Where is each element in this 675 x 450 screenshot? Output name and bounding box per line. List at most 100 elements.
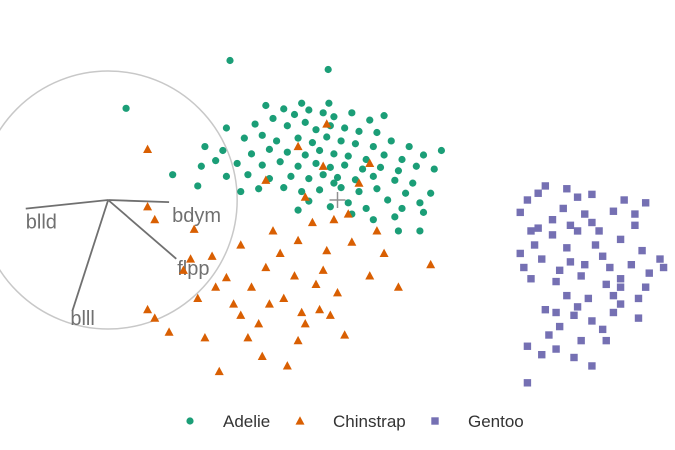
- point-adelie: [337, 184, 345, 192]
- point-adelie: [394, 167, 403, 175]
- point-adelie: [298, 99, 306, 107]
- point-adelie: [244, 171, 252, 179]
- point-chinstrap: [307, 217, 317, 227]
- legend-key-gentoo: [431, 417, 439, 425]
- point-gentoo: [627, 260, 636, 269]
- point-gentoo: [555, 322, 564, 331]
- point-chinstrap: [264, 299, 274, 308]
- point-chinstrap: [150, 313, 160, 322]
- point-adelie: [344, 152, 352, 160]
- point-gentoo: [563, 244, 571, 252]
- point-adelie: [305, 106, 313, 114]
- point-adelie: [333, 173, 342, 182]
- point-gentoo: [616, 275, 625, 283]
- point-gentoo: [602, 336, 610, 345]
- point-adelie: [326, 163, 334, 171]
- point-adelie: [430, 165, 438, 173]
- point-gentoo: [523, 196, 532, 204]
- point-chinstrap: [379, 248, 389, 258]
- point-adelie: [122, 104, 130, 112]
- point-adelie: [323, 133, 331, 141]
- point-chinstrap: [282, 361, 292, 370]
- point-adelie: [258, 161, 266, 169]
- point-chinstrap: [221, 272, 231, 282]
- point-adelie: [283, 122, 291, 130]
- point-adelie: [373, 128, 381, 137]
- point-gentoo: [581, 260, 589, 269]
- point-adelie: [391, 213, 399, 221]
- point-adelie: [437, 146, 446, 155]
- point-adelie: [355, 187, 363, 196]
- point-gentoo: [634, 294, 643, 303]
- point-gentoo: [588, 317, 596, 325]
- point-gentoo: [634, 314, 643, 322]
- point-adelie: [419, 208, 428, 216]
- point-chinstrap: [143, 304, 153, 314]
- point-chinstrap: [365, 271, 375, 280]
- axis-label-flpp: flpp: [177, 258, 209, 280]
- point-gentoo: [598, 325, 607, 334]
- point-adelie: [298, 187, 306, 196]
- point-chinstrap: [236, 240, 246, 249]
- axes-guide-circle: [0, 70, 238, 330]
- point-gentoo: [548, 215, 557, 224]
- point-adelie: [380, 151, 388, 159]
- point-gentoo: [552, 308, 560, 317]
- point-adelie: [394, 227, 403, 235]
- legend-item-chinstrap: Chinstrap: [295, 412, 406, 431]
- point-gentoo: [609, 207, 618, 215]
- point-adelie: [315, 186, 324, 194]
- point-adelie: [369, 172, 377, 180]
- point-chinstrap: [297, 307, 307, 317]
- point-gentoo: [656, 255, 664, 263]
- point-gentoo: [534, 189, 542, 197]
- point-gentoo: [609, 308, 618, 317]
- point-gentoo: [584, 294, 593, 303]
- point-gentoo: [616, 300, 625, 308]
- point-chinstrap: [207, 251, 217, 260]
- point-adelie: [283, 148, 291, 156]
- point-gentoo: [641, 283, 650, 291]
- point-chinstrap: [200, 333, 210, 342]
- point-adelie: [324, 65, 332, 74]
- point-gentoo: [563, 291, 571, 300]
- point-gentoo: [591, 241, 600, 249]
- point-gentoo: [566, 258, 575, 266]
- point-adelie: [251, 120, 259, 128]
- point-gentoo: [516, 249, 524, 258]
- legend-key-chinstrap: [295, 416, 305, 425]
- point-adelie: [355, 127, 363, 135]
- point-adelie: [301, 151, 309, 159]
- point-adelie: [384, 196, 392, 204]
- point-chinstrap: [322, 119, 332, 128]
- point-chinstrap: [261, 262, 271, 272]
- point-chinstrap: [164, 327, 174, 336]
- series-gentoo: [516, 182, 668, 387]
- point-adelie: [294, 134, 302, 142]
- point-gentoo: [541, 182, 550, 190]
- point-adelie: [233, 159, 241, 168]
- point-gentoo: [516, 208, 524, 217]
- point-gentoo: [563, 185, 571, 193]
- point-gentoo: [555, 266, 564, 275]
- point-adelie: [319, 171, 327, 179]
- point-gentoo: [530, 241, 539, 249]
- axis-label-bdym: bdym: [172, 205, 221, 227]
- point-gentoo: [577, 272, 585, 280]
- point-gentoo: [602, 280, 610, 289]
- point-gentoo: [588, 190, 596, 199]
- legend-key-adelie: [186, 417, 194, 425]
- point-chinstrap: [340, 330, 350, 339]
- point-gentoo: [552, 277, 560, 286]
- point-gentoo: [523, 342, 532, 350]
- point-chinstrap: [329, 214, 339, 224]
- point-chinstrap: [214, 366, 224, 376]
- point-adelie: [398, 155, 406, 164]
- point-gentoo: [527, 227, 535, 235]
- point-gentoo: [545, 331, 553, 339]
- point-gentoo: [573, 303, 582, 311]
- point-adelie: [287, 172, 295, 180]
- point-gentoo: [538, 350, 546, 359]
- point-adelie: [272, 137, 281, 145]
